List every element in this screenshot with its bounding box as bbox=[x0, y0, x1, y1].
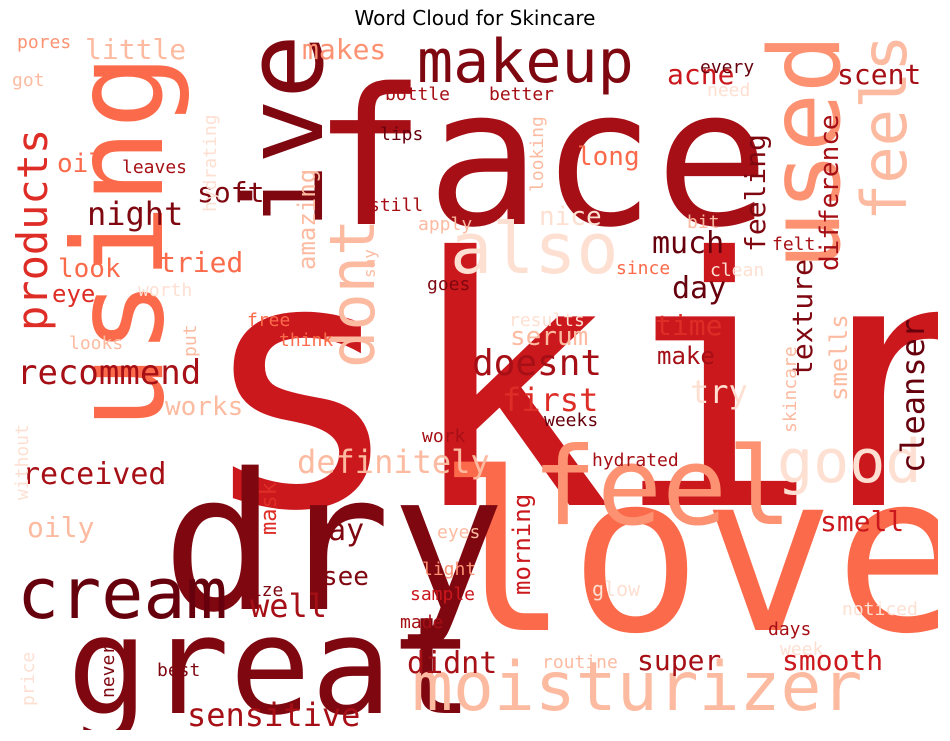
word-first: first bbox=[502, 381, 599, 419]
word-pores: pores bbox=[17, 34, 72, 53]
word-sensitive: sensitive bbox=[187, 696, 361, 730]
word-clean: clean bbox=[710, 260, 765, 281]
word-super: super bbox=[637, 644, 722, 677]
word-think: think bbox=[279, 330, 334, 351]
word-nice: nice bbox=[539, 202, 602, 232]
word-noticed: noticed bbox=[842, 599, 918, 620]
word-free: free bbox=[247, 310, 291, 331]
word-still: still bbox=[369, 195, 424, 216]
word-much: much bbox=[652, 226, 725, 261]
word-leaves: leaves bbox=[122, 157, 188, 178]
word-work: work bbox=[422, 426, 466, 447]
word-amazing: amazing bbox=[293, 168, 321, 270]
word-results: results bbox=[509, 310, 585, 331]
word-see: see bbox=[322, 562, 369, 592]
word-worth: worth bbox=[138, 280, 193, 301]
word-skincare: skincare bbox=[780, 346, 801, 433]
word-great: great bbox=[67, 588, 474, 730]
word-long: long bbox=[577, 142, 640, 172]
word-tried: tried bbox=[159, 246, 244, 279]
word-smell: smell bbox=[820, 505, 905, 538]
word-little: little bbox=[85, 34, 187, 66]
word-mask: mask bbox=[257, 482, 282, 535]
word-never: never bbox=[98, 643, 119, 698]
word-feel: feel bbox=[532, 425, 793, 550]
word-smells: smells bbox=[825, 314, 853, 401]
word-hydrated: hydrated bbox=[592, 450, 679, 471]
word-need: need bbox=[707, 80, 751, 101]
word-feeling: feeling bbox=[739, 133, 772, 252]
word-light: light bbox=[422, 559, 477, 580]
word-lips: lips bbox=[380, 124, 424, 145]
word-say: say bbox=[360, 249, 379, 278]
word-routine: routine bbox=[542, 652, 618, 673]
word-didnt: didnt bbox=[407, 646, 498, 681]
word-soft: soft bbox=[197, 176, 265, 209]
word-products: products bbox=[12, 128, 57, 331]
word-received: received bbox=[22, 457, 167, 492]
word-looking: looking bbox=[527, 116, 548, 192]
word-smooth: smooth bbox=[782, 644, 884, 677]
word-apply: apply bbox=[418, 214, 473, 235]
word-cleanser: cleanser bbox=[894, 318, 932, 473]
word-glow: glow bbox=[592, 577, 641, 601]
word-cream: cream bbox=[17, 553, 228, 635]
word-weeks: weeks bbox=[544, 410, 599, 431]
word-also: also bbox=[450, 208, 619, 290]
word-dry: dry bbox=[162, 433, 506, 654]
word-oily: oily bbox=[27, 511, 95, 544]
word-hydrating: hydrating bbox=[200, 114, 221, 212]
word-morning: morning bbox=[508, 493, 536, 595]
word-recommend: recommend bbox=[17, 353, 202, 393]
word-scent: scent bbox=[837, 58, 922, 91]
word-make: make bbox=[657, 342, 715, 370]
word-makeup: makeup bbox=[417, 34, 634, 97]
chart-title: Word Cloud for Skincare bbox=[354, 6, 596, 30]
word-time: time bbox=[655, 309, 723, 342]
word-sample: sample bbox=[410, 584, 476, 605]
word-better: better bbox=[489, 84, 555, 105]
word-acne: acne bbox=[667, 58, 735, 91]
word-goes: goes bbox=[427, 274, 471, 295]
word-face: face bbox=[312, 48, 770, 269]
word-try: try bbox=[690, 373, 748, 411]
word-best: best bbox=[157, 660, 201, 681]
word-eye: eye bbox=[52, 280, 96, 308]
word-looks: looks bbox=[69, 333, 124, 354]
word-love: love bbox=[437, 426, 938, 682]
word-got: got bbox=[12, 70, 45, 91]
word-eyes: eyes bbox=[437, 522, 481, 543]
word-week: week bbox=[780, 639, 824, 660]
word-without: without bbox=[12, 424, 33, 500]
word-bottle: bottle bbox=[385, 84, 451, 105]
word-look: look bbox=[58, 254, 121, 284]
word-day: day bbox=[672, 271, 727, 306]
word-size: size bbox=[240, 580, 284, 601]
word-good: good bbox=[777, 427, 922, 497]
word-made: made bbox=[400, 612, 444, 633]
word-felt: felt bbox=[772, 234, 816, 255]
word-cloud: skin love face using dry great ive used feel mois… bbox=[12, 34, 938, 730]
word-skin: skin bbox=[197, 186, 938, 587]
word-put: put bbox=[180, 324, 201, 357]
word-serum: serum bbox=[510, 322, 589, 352]
word-since: since bbox=[616, 258, 671, 279]
word-makes: makes bbox=[302, 34, 387, 66]
word-doesnt: doesnt bbox=[472, 343, 603, 384]
word-price: price bbox=[18, 651, 39, 706]
word-well: well bbox=[250, 587, 328, 625]
word-moisturizer: moisturizer bbox=[412, 648, 863, 727]
word-days: days bbox=[768, 619, 812, 640]
word-definitely: definitely bbox=[297, 443, 490, 481]
word-works: works bbox=[165, 392, 244, 422]
word-oil: oil bbox=[57, 149, 104, 179]
word-difference: difference bbox=[815, 114, 845, 271]
word-way: way bbox=[310, 513, 365, 548]
word-bit: bit bbox=[687, 212, 720, 233]
word-night: night bbox=[87, 195, 184, 233]
word-every: every bbox=[700, 57, 755, 78]
